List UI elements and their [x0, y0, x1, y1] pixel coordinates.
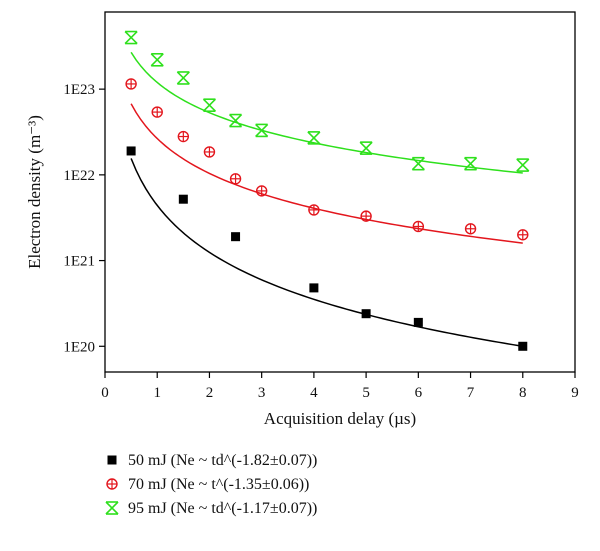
data-points: [124, 30, 530, 351]
data-point: [518, 341, 528, 351]
legend: 50 mJ (Ne ~ td^(-1.82±0.07)) 70 mJ (Ne ~ …: [105, 452, 317, 517]
data-point: [231, 232, 241, 242]
y-tick-label: 1E22: [63, 168, 95, 184]
marker-square: [361, 309, 371, 319]
data-point: [150, 52, 164, 67]
data-point: [412, 220, 425, 233]
data-point: [360, 210, 372, 222]
data-point: [516, 158, 530, 172]
data-point: [151, 106, 163, 118]
data-point: [361, 309, 371, 319]
x-tick-label: 0: [101, 385, 109, 401]
marker-square: [413, 317, 423, 327]
marker-diag2: [359, 141, 373, 155]
marker-square: [178, 194, 188, 204]
data-point: [307, 131, 321, 145]
marker-square: [231, 232, 241, 242]
x-tick-label: 7: [467, 385, 475, 401]
x-tick-label: 8: [519, 385, 527, 401]
data-point: [202, 98, 217, 112]
data-point: [228, 113, 243, 128]
y-tick-label: 1E23: [63, 82, 95, 98]
x-tick-label: 1: [153, 385, 161, 401]
x-tick-label: 6: [415, 385, 423, 401]
x-tick-label: 9: [571, 385, 579, 401]
data-point: [255, 185, 268, 197]
x-tick-label: 4: [310, 385, 318, 401]
data-point: [125, 78, 137, 90]
marker-square: [309, 283, 319, 293]
data-point: [411, 156, 425, 171]
marker-diag2: [105, 501, 119, 515]
data-point: [413, 317, 423, 327]
marker-diag2: [228, 113, 243, 128]
marker-diag2: [202, 98, 217, 112]
marker-diag2: [124, 30, 138, 45]
x-tick-label: 5: [362, 385, 370, 401]
legend-marker: [107, 455, 117, 465]
y-tick-label: 1E21: [63, 254, 95, 270]
legend-label: 70 mJ (Ne ~ t^(-1.35±0.06)): [128, 476, 309, 493]
fit-curve-0: [130, 158, 523, 348]
data-point: [178, 194, 188, 204]
x-tick-label: 2: [206, 385, 214, 401]
data-point: [308, 204, 320, 216]
data-point: [309, 283, 319, 293]
marker-diag2: [255, 123, 269, 137]
axes: 0 1 2 3 4 5 6 7 8 9 1E20 1E21 1E22 1E23: [63, 11, 579, 401]
plot-frame: [104, 11, 576, 373]
data-point: [126, 146, 136, 156]
x-axis-label: Acquisition delay (µs): [264, 409, 416, 428]
data-point: [464, 223, 477, 235]
fit-curves: [130, 51, 523, 348]
marker-diag2: [463, 157, 478, 171]
x-tick-label: 3: [258, 385, 266, 401]
legend-label: 95 mJ (Ne ~ td^(-1.17±0.07)): [128, 500, 317, 517]
fit-curve-1: [130, 103, 523, 244]
data-point: [463, 156, 478, 171]
legend-marker: [105, 501, 119, 515]
marker-diag2: [307, 131, 321, 145]
fit-curve-2: [130, 51, 523, 174]
marker-square: [518, 341, 528, 351]
data-point: [517, 229, 529, 241]
data-point: [203, 146, 216, 158]
marker-square: [126, 146, 136, 156]
legend-label: 50 mJ (Ne ~ td^(-1.82±0.07)): [128, 452, 317, 469]
data-point: [359, 141, 373, 155]
data-point: [229, 173, 242, 185]
data-point: [255, 123, 269, 138]
data-point: [124, 30, 138, 45]
marker-diag2: [516, 158, 530, 172]
marker-diag2: [150, 53, 164, 67]
data-point: [176, 71, 190, 85]
marker-diag2: [176, 71, 190, 85]
marker-square: [107, 455, 117, 465]
legend-marker: [106, 478, 118, 490]
y-axis-label: Electron density (m⁻³): [25, 115, 44, 269]
data-point: [177, 130, 190, 143]
marker-diag2: [411, 157, 425, 171]
y-tick-label: 1E20: [63, 339, 95, 355]
